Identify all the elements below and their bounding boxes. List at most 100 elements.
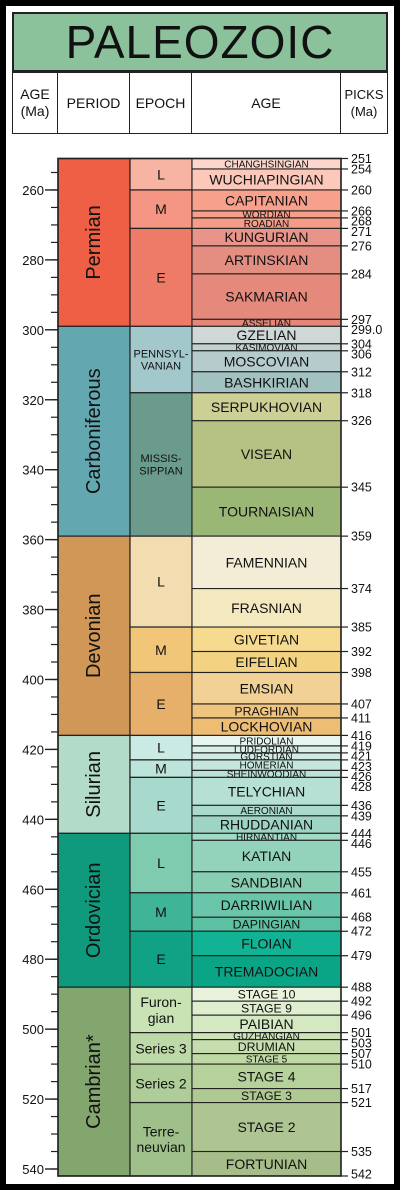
epoch-label: E <box>156 951 165 967</box>
stage-label: ROADIAN <box>244 219 290 230</box>
epoch-label: E <box>156 696 165 712</box>
epoch-label: Furon-gian <box>140 994 182 1026</box>
stage-label: HIRNANTIAN <box>236 832 297 843</box>
stage-label: LUDFORDIAN <box>234 745 299 756</box>
epoch-band <box>129 392 193 537</box>
pick-label: 507 <box>351 1047 372 1061</box>
epoch-band <box>129 1063 193 1104</box>
stage-label: PRAGHIAN <box>234 704 298 718</box>
pick-label: 345 <box>351 481 372 495</box>
stage-label: EMSIAN <box>240 680 294 696</box>
axis-tick-label: 300 <box>22 323 44 338</box>
pick-label: 444 <box>351 827 372 841</box>
pick-label: 271 <box>351 225 372 239</box>
stage-label: STAGE 4 <box>237 1068 295 1084</box>
stage-label: DARRIWILIAN <box>221 897 313 913</box>
pick-label: 359 <box>351 530 372 544</box>
pick-label: 496 <box>351 1009 372 1023</box>
period-label: Carboniferous <box>83 368 105 494</box>
stage-label: RHUDDANIAN <box>220 817 313 833</box>
stage-band <box>191 535 342 590</box>
period-label: Silurian <box>83 751 105 818</box>
stage-band <box>191 626 342 653</box>
pick-label: 461 <box>351 886 372 900</box>
epoch-band <box>129 832 193 894</box>
pick-label: 501 <box>351 1026 372 1040</box>
stage-label: FLOIAN <box>241 936 292 952</box>
period-band <box>57 535 131 737</box>
epoch-label: Series 3 <box>135 1040 187 1056</box>
epoch-label: M <box>155 761 167 777</box>
stage-label: KUNGURIAN <box>224 229 308 245</box>
stage-label: STAGE 5 <box>246 1054 288 1065</box>
pick-label: 479 <box>351 949 372 963</box>
pick-label: 254 <box>351 162 372 176</box>
pick-label: 421 <box>351 750 372 764</box>
header-picks: PICKS (Ma) <box>340 72 388 134</box>
axis-tick-label: 440 <box>22 812 44 827</box>
stage-label: CAPITANIAN <box>225 192 308 208</box>
stage-label: KATIAN <box>242 848 292 864</box>
stage-band <box>191 273 342 320</box>
stage-label: SHEINWOODIAN <box>227 769 306 780</box>
pick-label: 266 <box>351 204 372 218</box>
stage-label: WUCHIAPINGIAN <box>209 172 323 188</box>
pick-label: 326 <box>351 414 372 428</box>
stage-label: SAKMARIAN <box>225 289 307 305</box>
epoch-label: E <box>156 797 165 813</box>
epoch-band <box>129 227 193 327</box>
pick-label: 419 <box>351 739 372 753</box>
epoch-label: PENNSYL-VANIAN <box>133 348 188 372</box>
pick-label: 517 <box>351 1082 372 1096</box>
axis-tick-label: 540 <box>22 1162 44 1177</box>
pick-label: 446 <box>351 837 372 851</box>
stage-label: GIVETIAN <box>234 631 299 647</box>
pick-label: 260 <box>351 183 372 197</box>
pick-label: 268 <box>351 215 372 229</box>
period-band <box>57 325 131 537</box>
stage-label: TELYCHIAN <box>228 783 306 799</box>
stage-label: HOMERIAN <box>240 761 294 772</box>
stage-label: WORDIAN <box>242 210 290 221</box>
pick-label: 521 <box>351 1096 372 1110</box>
pick-label: 492 <box>351 995 372 1009</box>
pick-label: 276 <box>351 239 372 253</box>
axis-tick-label: 380 <box>22 603 44 618</box>
epoch-label: L <box>157 574 165 590</box>
axis-tick-label: 280 <box>22 253 44 268</box>
pick-label: 318 <box>351 386 372 400</box>
stage-label: MOSCOVIAN <box>224 353 310 369</box>
stage-label: LOCKHOVIAN <box>221 719 313 735</box>
axis-tick-label: 480 <box>22 952 44 967</box>
stage-label: FAMENNIAN <box>226 554 308 570</box>
period-band <box>57 986 131 1177</box>
stage-band <box>191 671 342 705</box>
period-band <box>57 157 131 327</box>
stage-label: GORSTIAN <box>240 752 292 763</box>
stage-band <box>191 1063 342 1090</box>
period-label: Cambrian* <box>83 1034 105 1129</box>
pick-label: 385 <box>351 621 372 635</box>
epoch-label: M <box>155 201 167 217</box>
chart-title: PALEOZOIC <box>65 16 335 68</box>
pick-label: 436 <box>351 799 372 813</box>
stage-label: BASHKIRIAN <box>224 374 309 390</box>
epoch-band <box>129 189 193 230</box>
stage-label: EIFELIAN <box>235 654 297 670</box>
period-band <box>57 832 131 988</box>
stage-label: DAPINGIAN <box>233 918 301 932</box>
stage-label: TREMADOCIAN <box>215 963 318 979</box>
pick-label: 468 <box>351 911 372 925</box>
pick-label: 488 <box>351 981 372 995</box>
axis-tick-label: 340 <box>22 463 44 478</box>
stage-label: ARTINSKIAN <box>225 252 309 268</box>
stage-label: ASSELIAN <box>242 318 291 329</box>
axis-tick-label: 500 <box>22 1022 44 1037</box>
epoch-label: L <box>157 740 165 756</box>
axis-tick-label: 420 <box>22 742 44 757</box>
axis-tick-label: 520 <box>22 1092 44 1107</box>
epoch-band <box>129 671 193 737</box>
pick-label: 455 <box>351 865 372 879</box>
pick-label: 439 <box>351 809 372 823</box>
